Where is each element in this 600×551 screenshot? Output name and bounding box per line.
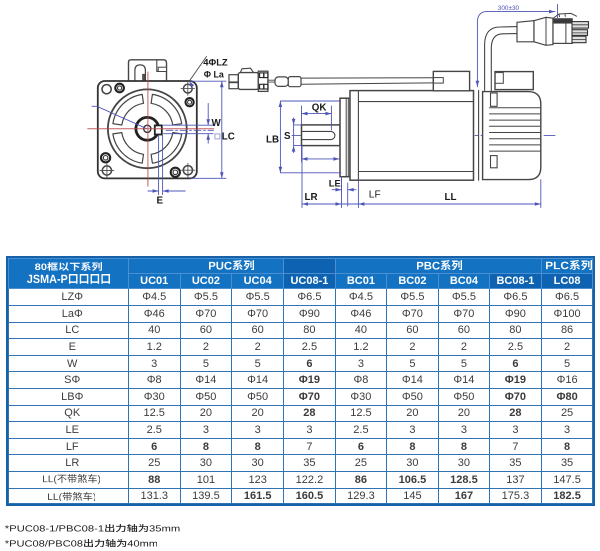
- svg-text:E: E: [157, 196, 164, 207]
- svg-text:W: W: [212, 118, 222, 129]
- svg-text:300±30: 300±30: [498, 5, 520, 12]
- svg-text:S: S: [284, 131, 291, 142]
- svg-text:Φ La: Φ La: [204, 70, 224, 80]
- svg-text:LE: LE: [329, 179, 341, 189]
- svg-text:LC: LC: [222, 131, 235, 142]
- svg-text:LB: LB: [266, 135, 279, 146]
- svg-text:LR: LR: [305, 192, 318, 203]
- svg-text:QK: QK: [312, 102, 327, 113]
- svg-text:4ΦLZ: 4ΦLZ: [203, 56, 228, 67]
- svg-text:LF: LF: [369, 190, 381, 201]
- svg-text:LL: LL: [445, 192, 457, 203]
